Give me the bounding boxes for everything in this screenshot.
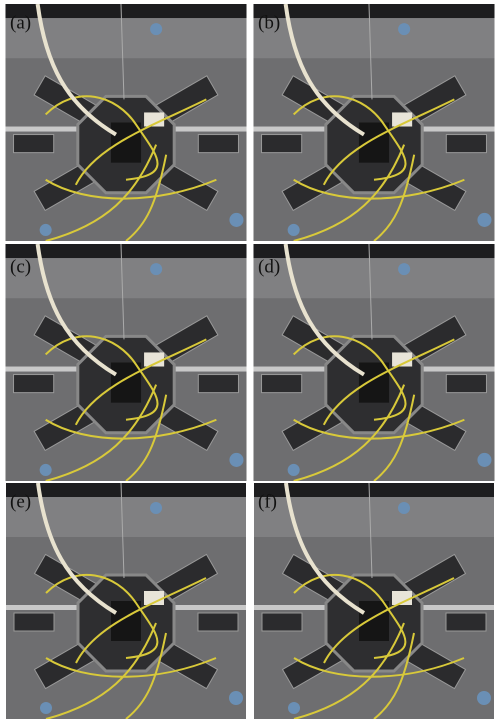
panel-a: (a): [5, 4, 246, 241]
panel-e: (e): [6, 483, 246, 719]
panel-f: (f): [254, 483, 494, 719]
panel-c: (c): [5, 244, 246, 481]
panel-b: (b): [253, 4, 494, 241]
figure: (a) (b) (c) (d) (e) (f): [0, 0, 497, 721]
panel-label: (f): [258, 491, 277, 512]
panel-label: (e): [10, 491, 31, 512]
page: (a) (b) (c) (d) (e) (f) (() => { const d…: [0, 0, 497, 721]
panel-label: (a): [10, 12, 31, 33]
panel-label: (c): [10, 256, 31, 277]
panel-label: (d): [258, 256, 280, 277]
panel-d: (d): [253, 244, 494, 481]
panel-label: (b): [258, 12, 280, 33]
